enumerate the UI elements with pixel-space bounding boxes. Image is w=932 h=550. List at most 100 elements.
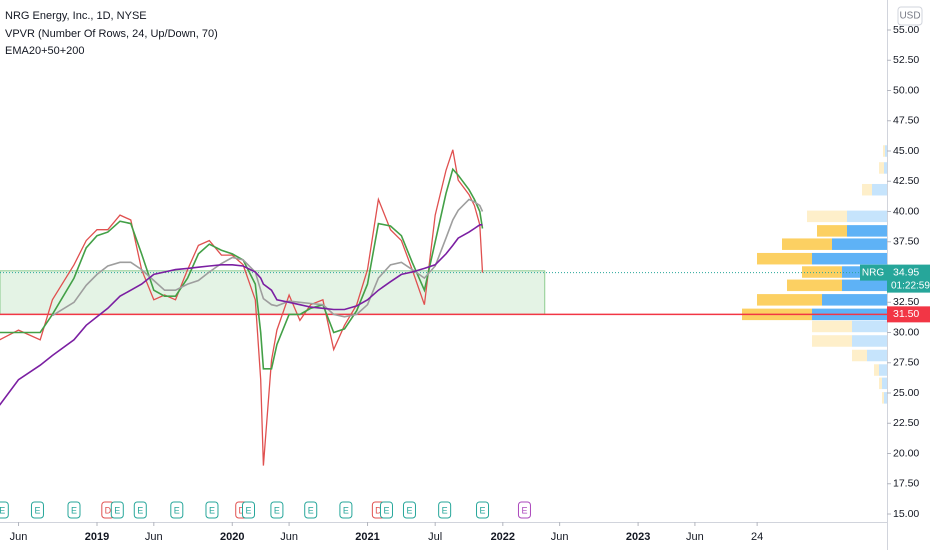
currency-box[interactable] — [897, 6, 923, 26]
x-tick-label: 2022 — [491, 531, 515, 543]
x-tick-label: 2023 — [626, 531, 650, 543]
volume-down-bar — [862, 183, 872, 196]
event-label: E — [480, 505, 486, 515]
volume-up-bar — [812, 252, 887, 265]
volume-up-bar — [847, 225, 887, 237]
x-tick-label: 2021 — [355, 531, 379, 543]
x-tick-label: Jul — [428, 531, 442, 543]
volume-up-bar — [847, 210, 887, 223]
indicator-label: EMA20+50+200 — [5, 45, 85, 57]
y-tick-label: 37.50 — [893, 236, 919, 248]
y-tick-label: 15.00 — [893, 508, 919, 520]
event-label: E — [0, 505, 5, 515]
event-icon — [476, 501, 490, 519]
volume-down-bar — [807, 210, 847, 223]
x-tick-label: Jun — [551, 531, 569, 543]
level-tag — [887, 306, 930, 323]
event-label: E — [209, 505, 215, 515]
y-tick-label: 27.50 — [893, 357, 919, 369]
price-line — [0, 149, 484, 466]
chart-title: NRG Energy, Inc., 1D, NYSE — [5, 10, 147, 22]
ema-line — [0, 224, 483, 406]
currency[interactable]: USD — [899, 11, 920, 22]
event-icon — [133, 501, 147, 519]
x-tick-label: 2019 — [85, 531, 109, 543]
event-label: E — [343, 505, 349, 515]
event-label: E — [406, 505, 412, 515]
countdown-label: 01:22:59 — [891, 280, 930, 291]
volume-down-bar — [812, 335, 852, 347]
event-icon — [67, 501, 81, 519]
event-icon — [304, 501, 318, 519]
y-tick-label: 42.50 — [893, 175, 919, 187]
x-tick-label: Jun — [145, 531, 163, 543]
volume-up-bar — [852, 320, 887, 333]
event-label: E — [442, 505, 448, 515]
y-tick-label: 50.00 — [893, 84, 919, 96]
event-label: E — [274, 505, 280, 515]
y-tick-label: 55.00 — [893, 24, 919, 36]
y-tick-label: 32.50 — [893, 296, 919, 308]
event-label: E — [383, 505, 389, 515]
y-tick-label: 47.50 — [893, 115, 919, 127]
event-icon — [30, 501, 44, 519]
volume-up-bar — [842, 279, 887, 292]
volume-down-bar — [879, 377, 882, 390]
volume-up-bar — [882, 377, 887, 390]
volume-up-bar — [832, 238, 887, 250]
volume-down-bar — [802, 266, 842, 278]
volume-down-bar — [852, 349, 867, 362]
event-icon — [170, 501, 184, 519]
y-tick-label: 45.00 — [893, 145, 919, 157]
event-label: E — [521, 505, 527, 515]
x-tick-label: 24 — [751, 531, 763, 543]
event-label: E — [245, 505, 251, 515]
y-tick-label: 40.00 — [893, 205, 919, 217]
event-icon — [110, 501, 124, 519]
volume-down-bar — [812, 320, 852, 333]
event-icon — [205, 501, 219, 519]
y-tick-label: 20.00 — [893, 447, 919, 459]
y-tick-label: 52.50 — [893, 54, 919, 66]
volume-up-bar — [852, 335, 887, 347]
event-icon — [339, 501, 353, 519]
volume-up-bar — [867, 349, 887, 362]
y-tick-label: 30.00 — [893, 326, 919, 338]
volume-up-bar — [879, 364, 887, 376]
volume-up-bar — [884, 162, 887, 174]
x-tick-label: Jun — [10, 531, 28, 543]
x-tick-label: Jun — [280, 531, 298, 543]
volume-down-bar — [757, 252, 812, 265]
volume-down-bar — [782, 238, 832, 250]
level-tag-label: 31.50 — [893, 308, 919, 320]
event-icon — [402, 501, 416, 519]
volume-up-bar — [884, 392, 887, 404]
event-icon — [438, 501, 452, 519]
event-icon — [242, 501, 256, 519]
x-tick-label: 2020 — [220, 531, 244, 543]
volume-down-bar — [817, 225, 847, 237]
event-label: D — [238, 505, 245, 515]
volume-up-bar — [872, 183, 887, 196]
x-tick-label: Jun — [686, 531, 704, 543]
event-label: E — [137, 505, 143, 515]
event-label: E — [174, 505, 180, 515]
y-tick-label: 25.00 — [893, 387, 919, 399]
volume-down-bar — [787, 279, 842, 292]
ema-line — [51, 198, 484, 318]
volume-up-bar — [822, 294, 887, 306]
y-tick-label: 17.50 — [893, 478, 919, 490]
event-label: E — [34, 505, 40, 515]
y-tick-label: 22.50 — [893, 417, 919, 429]
event-label: D — [375, 505, 382, 515]
volume-down-bar — [879, 162, 884, 174]
event-icon — [270, 501, 284, 519]
indicator-label: VPVR (Number Of Rows, 24, Up/Down, 70) — [5, 28, 218, 40]
event-icon — [517, 501, 531, 519]
symbol-tag — [860, 264, 887, 281]
symbol-label: NRG — [862, 267, 884, 278]
price-tag — [887, 264, 930, 293]
event-icon — [0, 501, 9, 519]
event-label: E — [71, 505, 77, 515]
